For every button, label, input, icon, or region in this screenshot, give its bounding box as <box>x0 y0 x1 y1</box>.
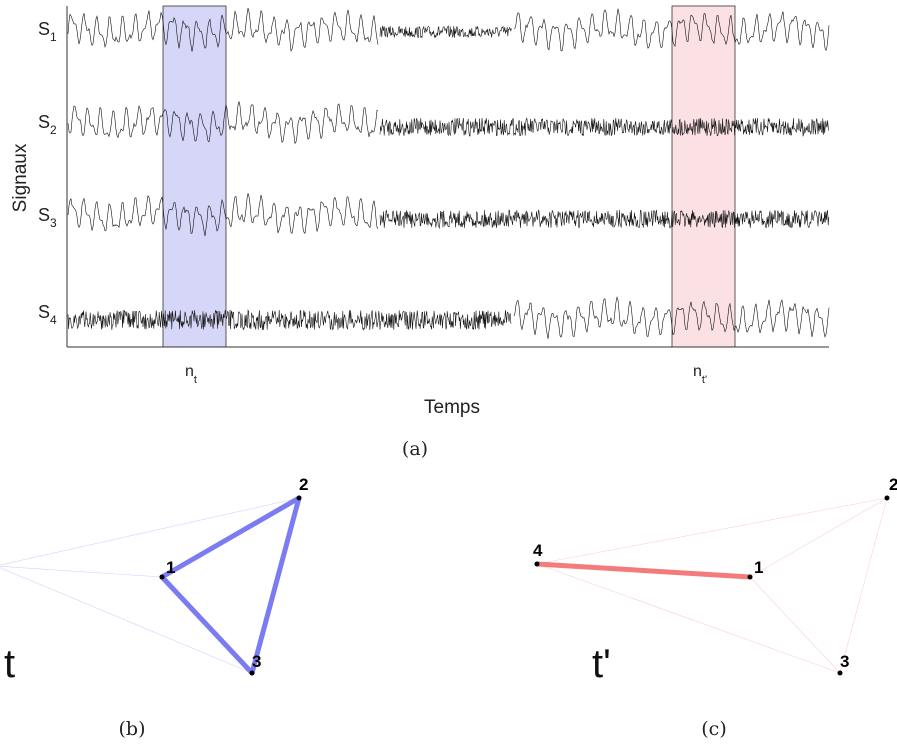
graph-b-weak-edge-4-3 <box>0 567 253 674</box>
panel-a-signals: Signaux S1 S2 S3 S4 nt nt' Temps (a) <box>10 5 830 460</box>
graph-c-node-4 <box>534 561 540 567</box>
graph-c-node-1 <box>747 574 753 580</box>
graph-c-weak-edge-1-3 <box>749 576 841 674</box>
signal-2-trace-noise <box>379 117 830 137</box>
graph-c-strong-edge-4-1 <box>534 561 753 580</box>
graph-b-node-label-2: 2 <box>299 475 308 494</box>
graph-c-node-label-2: 2 <box>889 475 897 494</box>
graph-b-strong-edge-2-3 <box>249 495 302 676</box>
signal-label-4: S4 <box>38 302 57 327</box>
graph-b-node-2 <box>296 495 302 501</box>
signal-4-trace-noise <box>67 309 512 331</box>
graph-c-weak-edge-2-3 <box>839 497 888 674</box>
strong-edges-b <box>159 495 302 676</box>
signal-3-trace-noise <box>379 209 830 229</box>
signal-4-trace-oscillatory <box>513 296 830 339</box>
signal-traces <box>67 7 830 339</box>
signal-1-trace-noise <box>379 25 512 39</box>
signal-label-2: S2 <box>38 112 57 137</box>
time-label-t: t <box>4 642 15 686</box>
graph-c-node-label-4: 4 <box>533 541 543 560</box>
caption-c: (c) <box>701 718 726 740</box>
graph-c-node-3 <box>837 670 843 676</box>
signal-label-1: S1 <box>38 19 57 44</box>
graph-b-weak-edge-4-2 <box>0 497 300 566</box>
graph-b-weak-edge-4-1 <box>0 565 163 578</box>
weak-edges-b <box>0 497 300 674</box>
nodes-b: 1 2 3 <box>159 475 308 676</box>
time-label-t-prime: t' <box>592 642 611 686</box>
graph-c-node-label-3: 3 <box>840 652 849 671</box>
graph-b-node-3 <box>249 670 255 676</box>
caption-b: (b) <box>119 718 146 740</box>
graph-c-node-label-1: 1 <box>754 558 763 577</box>
nodes-c: 1 2 3 4 <box>533 475 897 676</box>
graph-c-weak-edge-1-2 <box>749 497 888 578</box>
panel-c-graph-t-prime: 1 2 3 4 t' (c) <box>533 475 897 740</box>
y-axis-label: Signaux <box>10 143 31 212</box>
signal-1-trace-oscillatory <box>513 8 830 52</box>
caption-a: (a) <box>402 438 428 460</box>
highlight-window-t-prime <box>671 5 736 348</box>
signal-3-trace-oscillatory <box>67 193 379 237</box>
graph-c-weak-edge-4-3 <box>536 563 841 674</box>
panel-b-graph-t: 1 2 3 t (b) <box>0 475 308 740</box>
graph-b-strong-edge-1-2 <box>159 495 302 580</box>
graph-c-node-2 <box>884 495 890 501</box>
graph-b-node-1 <box>159 574 165 580</box>
graph-c-weak-edge-4-2 <box>536 497 888 565</box>
signal-1-trace-oscillatory <box>67 7 379 52</box>
graph-b-strong-edge-3-1 <box>159 574 255 676</box>
signal-label-3: S3 <box>38 205 57 230</box>
graph-b-node-label-1: 1 <box>166 558 175 577</box>
highlight-window-t <box>162 5 227 348</box>
signal-2-trace-oscillatory <box>67 101 379 145</box>
marker-label-t-prime: nt' <box>693 363 707 386</box>
strong-edges-c <box>534 561 753 580</box>
weak-edges-c <box>536 497 888 674</box>
graph-b-node-label-3: 3 <box>252 652 261 671</box>
x-axis-label: Temps <box>424 397 480 418</box>
marker-label-t: nt <box>185 363 197 386</box>
